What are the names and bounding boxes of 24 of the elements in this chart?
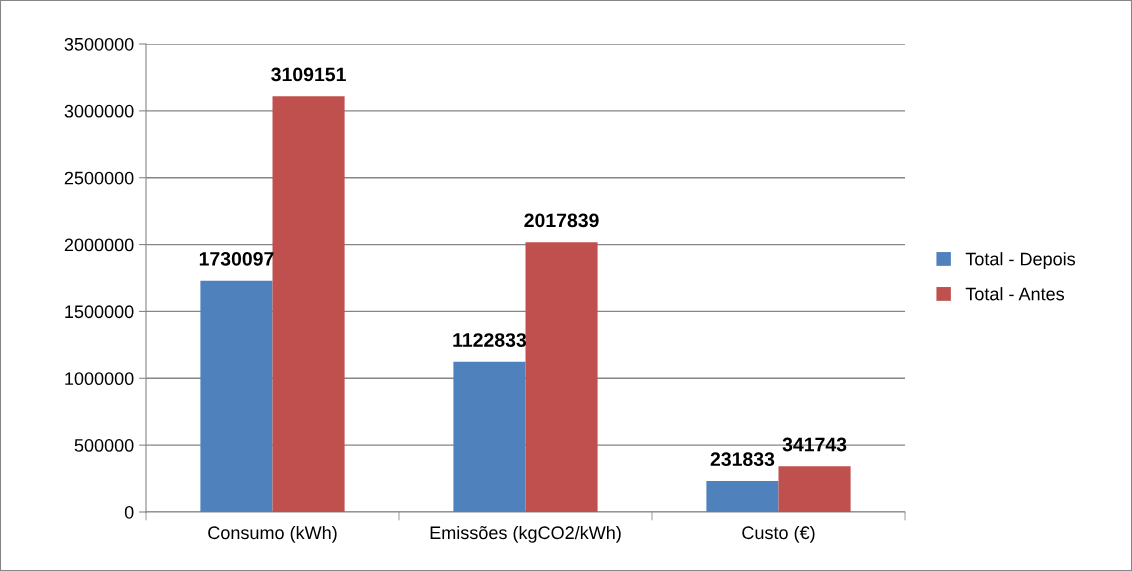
y-tick-label: 1500000 (65, 305, 134, 319)
bar (200, 280, 273, 512)
bar (272, 96, 345, 512)
y-tick-label: 3000000 (64, 104, 134, 118)
bar (453, 361, 526, 512)
data-label: 3109151 (271, 67, 346, 82)
y-tick-label: 0 (124, 505, 134, 519)
x-tick-label: Emissões (kgCO2/kWh) (430, 525, 621, 543)
legend-label: Total - Depois (965, 252, 1076, 269)
x-tick-label: Consumo (kWh) (208, 525, 337, 543)
y-tick-label: 2000000 (64, 238, 134, 252)
bar (778, 466, 851, 512)
y-tick-label: 3500000 (64, 37, 134, 51)
x-tick-label: Custo (€) (742, 525, 815, 543)
data-label: 2017839 (524, 213, 599, 228)
bar (525, 242, 598, 512)
legend-label: Total - Antes (965, 287, 1065, 301)
data-label: 1122833 (453, 333, 527, 347)
y-tick-label: 1000000 (65, 372, 134, 386)
bar (706, 481, 779, 512)
data-label: 231833 (710, 452, 775, 467)
y-tick-label: 500000 (74, 439, 134, 452)
data-label: 341743 (782, 437, 847, 452)
y-tick-label: 2500000 (64, 171, 134, 185)
